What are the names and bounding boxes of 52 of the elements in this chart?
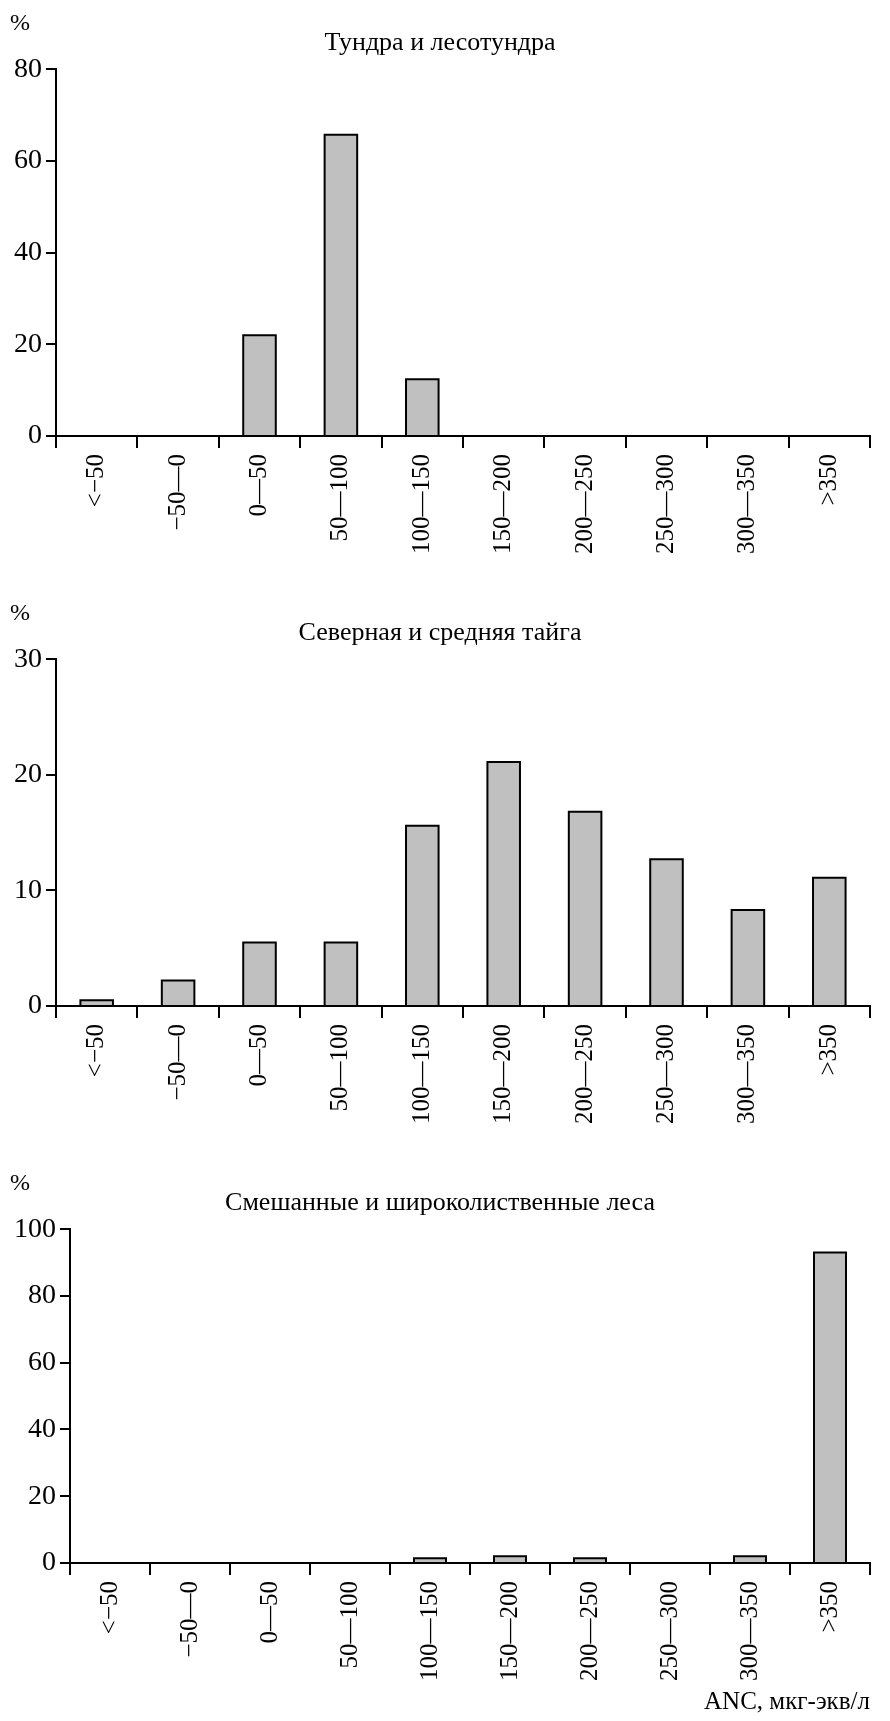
y-tick-label: 20 (14, 757, 42, 789)
x-tick-label: −50—0 (174, 1581, 202, 1658)
x-tick-label: 150—200 (488, 1024, 516, 1124)
x-tick-label: 100—150 (406, 1024, 434, 1124)
chart-title: Смешанные и широколиственные леса (225, 1187, 656, 1217)
x-tick-label: >350 (813, 1024, 841, 1076)
y-tick-label: 60 (14, 143, 42, 175)
y-tick-label: 80 (14, 51, 42, 83)
chart-title: Северная и средняя тайга (298, 617, 582, 647)
x-tick-label: 0—50 (244, 1024, 272, 1087)
y-tick-label: 100 (14, 1211, 56, 1243)
x-tick-label: <−50 (81, 454, 109, 508)
x-tick-label: 150—200 (494, 1581, 522, 1681)
x-tick-label: −50—0 (162, 1024, 190, 1101)
x-tick-label: <−50 (81, 1024, 109, 1078)
y-tick-label: 30 (14, 641, 42, 673)
x-tick-label: 300—350 (734, 1581, 762, 1681)
x-tick-label: 250—300 (654, 1581, 682, 1681)
x-tick-label: 50—100 (325, 1024, 353, 1112)
y-tick-label: 40 (14, 234, 42, 266)
y-tick-label: 0 (42, 1545, 56, 1577)
y-tick-label: 60 (28, 1345, 56, 1377)
x-tick-label: 200—250 (574, 1581, 602, 1681)
x-tick-label: 250—300 (651, 1024, 679, 1124)
chart-title: Тундра и лесотундра (324, 27, 557, 57)
x-tick-label: 200—250 (569, 1024, 597, 1124)
y-tick-label: 80 (28, 1278, 56, 1310)
y-tick-label: 40 (28, 1411, 56, 1443)
y-tick-label: 20 (28, 1478, 56, 1510)
x-axis-title: ANC, мкг-экв/л (704, 1686, 870, 1714)
x-tick-label: <−50 (94, 1581, 122, 1635)
y-tick-label: 20 (14, 326, 42, 358)
x-tick-label: 0—50 (254, 1581, 282, 1644)
x-tick-label: 50—100 (325, 454, 353, 542)
x-tick-label: >350 (814, 1581, 842, 1633)
y-tick-label: 10 (14, 872, 42, 904)
x-tick-label: 0—50 (244, 454, 272, 517)
y-tick-label: 0 (28, 988, 42, 1020)
y-tick-label: 0 (28, 418, 42, 450)
x-tick-label: 200—250 (569, 454, 597, 554)
x-tick-label: 300—350 (732, 1024, 760, 1124)
x-tick-label: >350 (813, 454, 841, 506)
x-tick-label: −50—0 (162, 454, 190, 531)
y-axis-title: % (10, 599, 30, 626)
y-axis-title: % (10, 1169, 30, 1196)
x-tick-label: 100—150 (414, 1581, 442, 1681)
x-tick-label: 150—200 (488, 454, 516, 554)
x-tick-label: 300—350 (732, 454, 760, 554)
x-tick-label: 50—100 (334, 1581, 362, 1669)
x-tick-label: 250—300 (651, 454, 679, 554)
x-tick-label: 100—150 (406, 454, 434, 554)
y-axis-title: % (10, 9, 30, 36)
